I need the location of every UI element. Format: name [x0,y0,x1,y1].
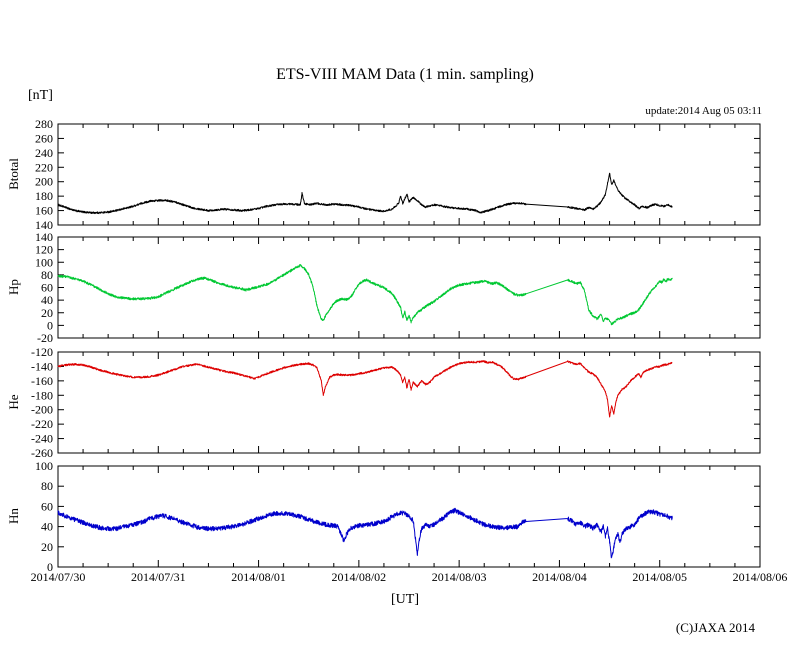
svg-text:0: 0 [47,560,53,574]
svg-text:220: 220 [35,160,53,174]
svg-text:-160: -160 [31,374,53,388]
svg-text:40: 40 [41,293,53,307]
svg-text:2014/07/31: 2014/07/31 [131,570,186,584]
svg-text:-200: -200 [31,403,53,417]
svg-text:260: 260 [35,131,53,145]
svg-text:2014/08/01: 2014/08/01 [231,570,286,584]
svg-text:-20: -20 [37,331,53,345]
svg-text:100: 100 [35,255,53,269]
copyright-label: (C)JAXA 2014 [675,620,755,635]
svg-text:2014/08/04: 2014/08/04 [532,570,587,584]
y-units-label: [nT] [28,88,53,103]
svg-text:-260: -260 [31,446,53,460]
svg-text:2014/08/02: 2014/08/02 [332,570,387,584]
svg-text:240: 240 [35,146,53,160]
svg-text:60: 60 [41,499,53,513]
svg-text:2014/08/05: 2014/08/05 [632,570,687,584]
svg-text:60: 60 [41,281,53,295]
svg-text:0: 0 [47,318,53,332]
svg-text:200: 200 [35,175,53,189]
svg-text:-120: -120 [31,345,53,359]
svg-text:160: 160 [35,204,53,218]
update-timestamp: update:2014 Aug 05 03:11 [645,105,762,117]
svg-text:-240: -240 [31,432,53,446]
svg-text:280: 280 [35,117,53,131]
svg-text:-180: -180 [31,388,53,402]
x-axis-label: [UT] [391,592,419,607]
svg-text:140: 140 [35,230,53,244]
svg-text:2014/07/30: 2014/07/30 [31,570,86,584]
svg-text:120: 120 [35,243,53,257]
svg-text:20: 20 [41,306,53,320]
svg-text:-220: -220 [31,417,53,431]
svg-text:-140: -140 [31,359,53,373]
chart-title: ETS-VIII MAM Data (1 min. sampling) [276,66,534,83]
svg-text:20: 20 [41,540,53,554]
svg-text:180: 180 [35,189,53,203]
svg-text:80: 80 [41,268,53,282]
svg-text:40: 40 [41,520,53,534]
svg-text:80: 80 [41,479,53,493]
svg-text:140: 140 [35,218,53,232]
svg-text:100: 100 [35,459,53,473]
svg-text:2014/08/06: 2014/08/06 [733,570,788,584]
svg-text:2014/08/03: 2014/08/03 [432,570,487,584]
